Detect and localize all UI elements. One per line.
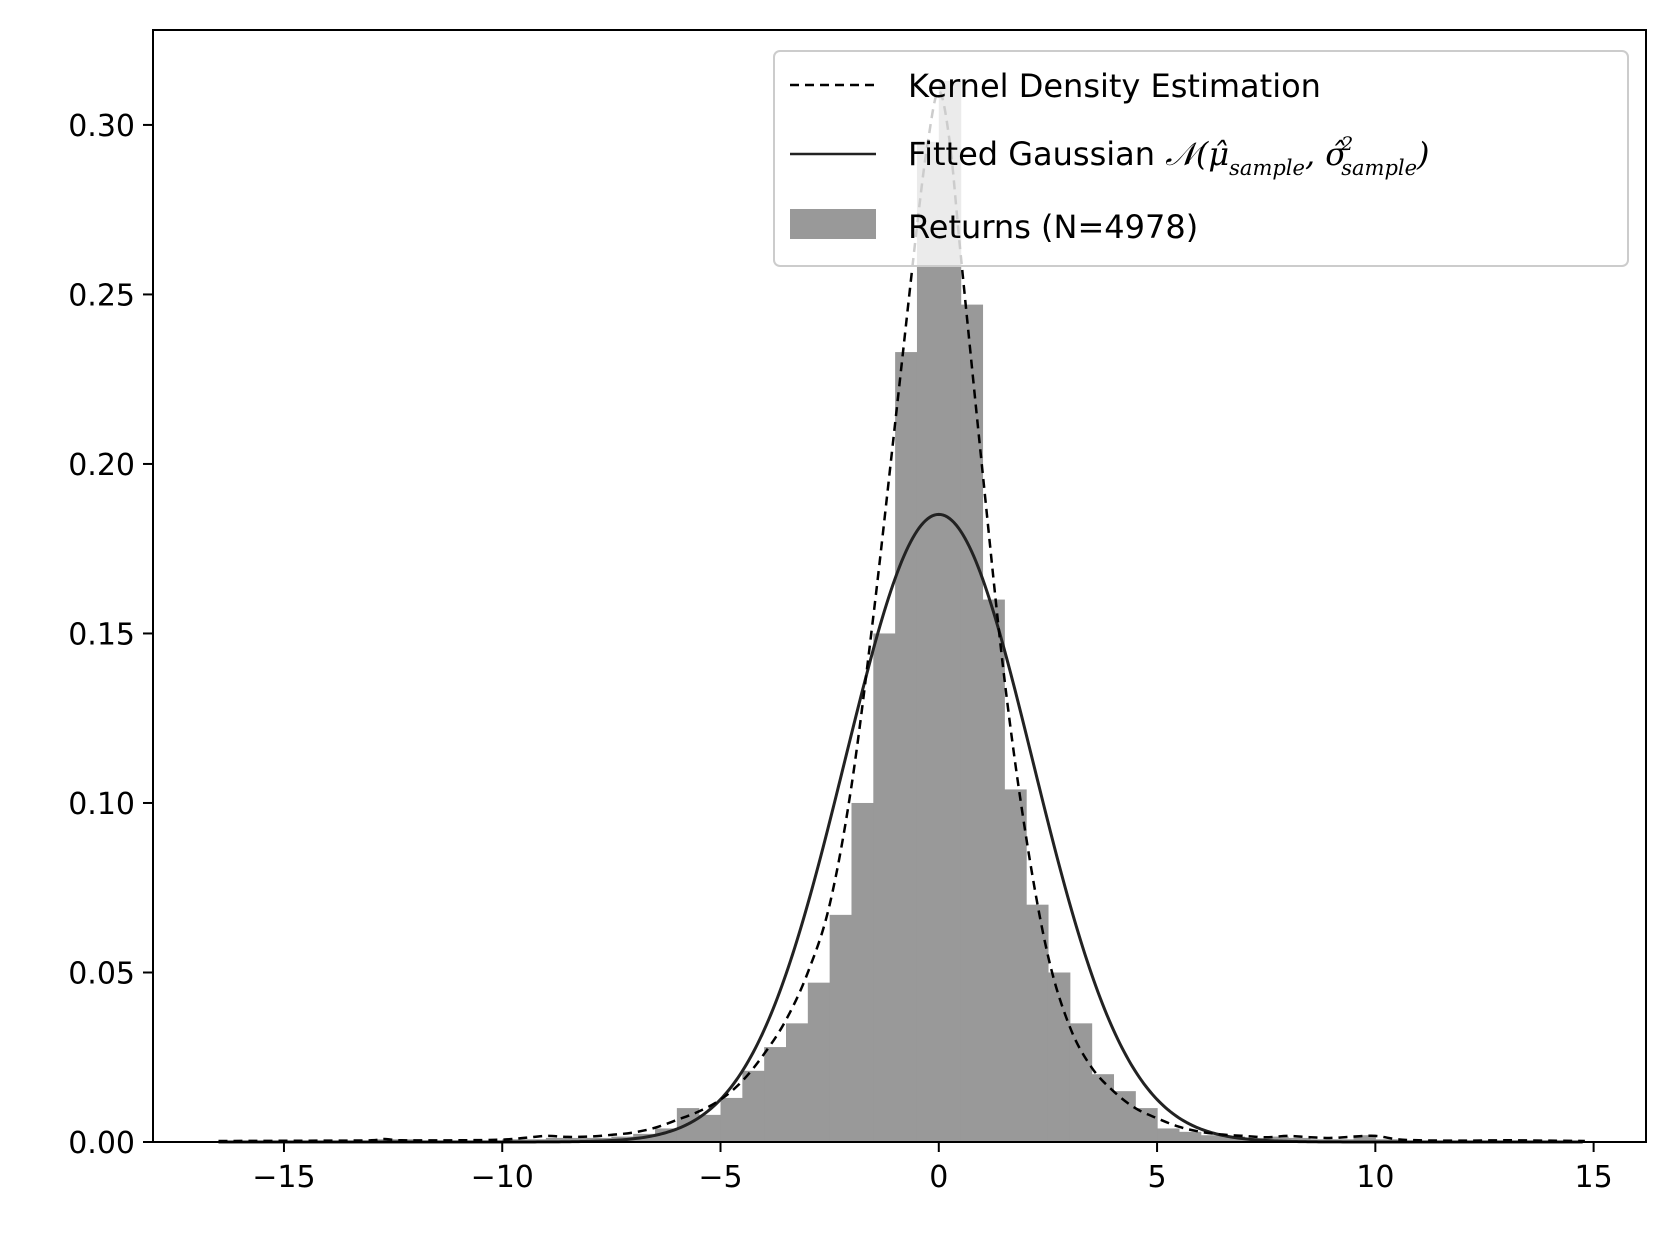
histogram-bar [1288, 1137, 1311, 1142]
histogram-bar [851, 802, 874, 1142]
histogram-bar [1157, 1128, 1180, 1142]
histogram-bar [720, 1097, 743, 1142]
histogram-bar [1222, 1136, 1245, 1142]
histogram-bar [807, 982, 831, 1142]
histogram-bar [742, 1070, 765, 1142]
histogram-bar [567, 1137, 591, 1142]
axes-frame [152, 29, 1647, 1143]
x-tick-label: 10 [1356, 1160, 1394, 1195]
histogram-bar [829, 914, 853, 1142]
histogram-bar [1113, 1091, 1136, 1142]
kde-line [218, 89, 1585, 1143]
legend-box [773, 50, 1629, 267]
y-tick-label: 0.20 [68, 448, 135, 483]
histogram-bar [1026, 904, 1049, 1142]
histogram-bar [1353, 1135, 1376, 1142]
x-tick-label: 15 [1575, 1160, 1613, 1195]
y-axis: 0.00 0.05 0.10 0.15 0.20 0.25 0.30 [68, 109, 153, 1161]
x-tick-label: −10 [471, 1160, 534, 1195]
y-tick-label: 0.30 [68, 109, 135, 144]
histogram-bar [982, 599, 1005, 1142]
legend-histogram-swatch [790, 209, 876, 239]
x-tick-label: 5 [1148, 1160, 1167, 1195]
histogram-bar [1178, 1131, 1202, 1142]
histogram-bar [1004, 789, 1027, 1142]
histogram-bars [218, 80, 1595, 1143]
legend: Kernel Density Estimation Fitted Gaussia… [773, 50, 1629, 267]
histogram-bar [1069, 1023, 1093, 1142]
y-tick-label: 0.00 [68, 1126, 135, 1161]
legend-kde-label: Kernel Density Estimation [908, 67, 1321, 105]
x-tick-label: 0 [929, 1160, 948, 1195]
y-tick-label: 0.10 [68, 787, 135, 822]
histogram-bar [895, 352, 918, 1142]
histogram-bar [960, 304, 984, 1142]
histogram-bar [1047, 972, 1071, 1142]
histogram-bar [1200, 1135, 1224, 1142]
histogram-bar [764, 1047, 787, 1142]
legend-gaussian-label: Fitted Gaussian 𝒩(μ̂sample, σ̂2 sample) [908, 133, 1430, 180]
histogram-bar [785, 1023, 809, 1142]
histogram-bar [698, 1114, 722, 1142]
y-tick-label: 0.25 [68, 278, 135, 313]
y-tick-label: 0.05 [68, 956, 135, 991]
x-tick-label: −5 [698, 1160, 742, 1195]
histogram-bar [1091, 1074, 1115, 1142]
kde-layer [218, 89, 1585, 1143]
legend-histogram-label: Returns (N=4978) [908, 208, 1198, 246]
histogram-bar [545, 1137, 569, 1142]
histogram-bar [873, 633, 896, 1142]
histogram-bar [916, 141, 940, 1142]
x-tick-label: −15 [252, 1160, 315, 1195]
histogram-bar [938, 80, 962, 1143]
legend-gaussian-label-text: Fitted Gaussian [908, 135, 1155, 173]
histogram-bar [1135, 1108, 1158, 1142]
y-tick-label: 0.15 [68, 617, 135, 652]
histogram-bar [1266, 1136, 1289, 1142]
x-axis: −15 −10 −5 0 5 10 15 [252, 1142, 1613, 1195]
